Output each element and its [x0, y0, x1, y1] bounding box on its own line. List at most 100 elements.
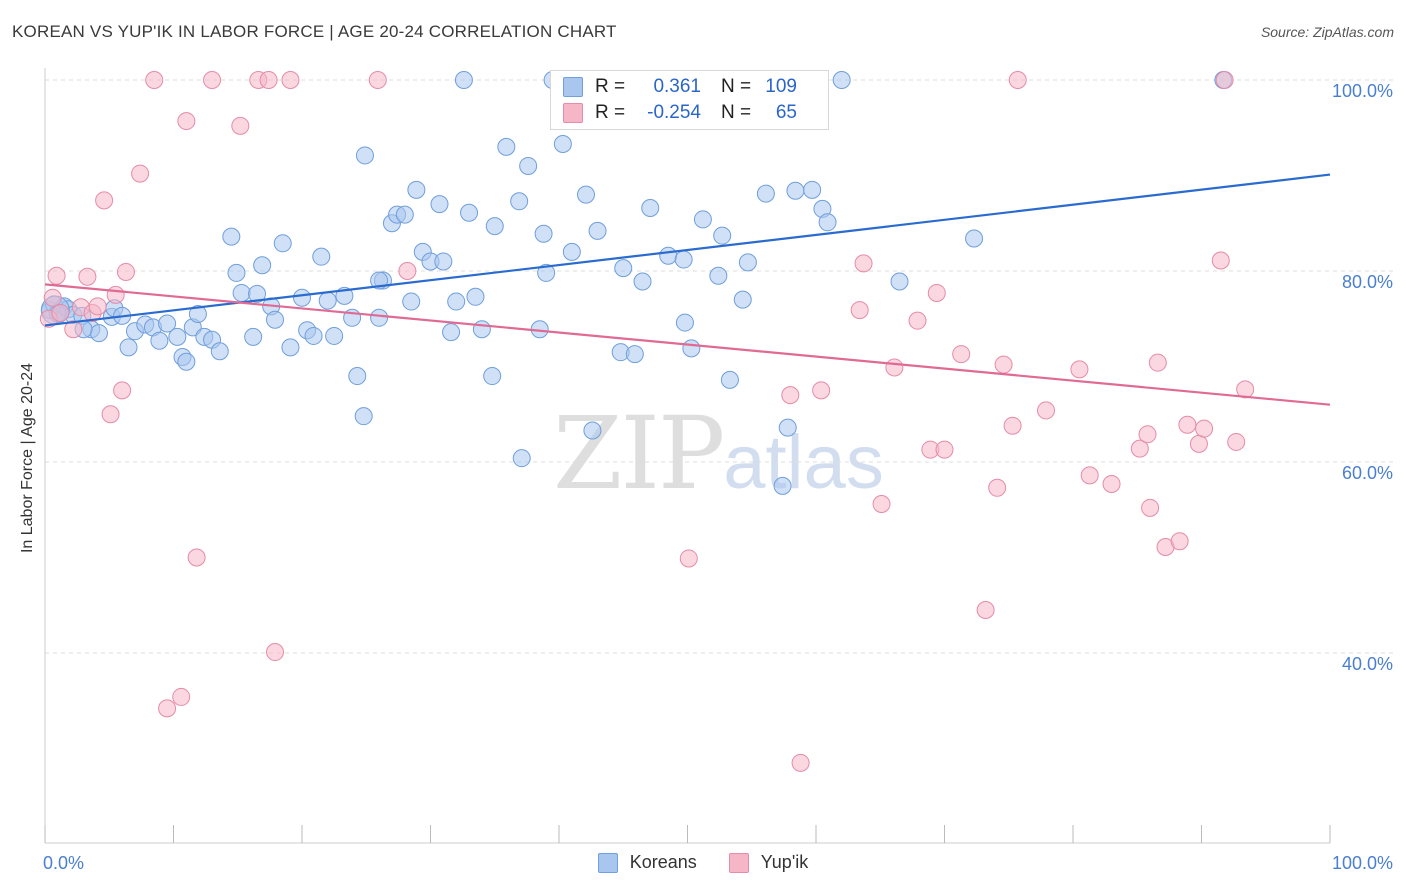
korean-point: [407, 180, 426, 199]
korean-point: [253, 256, 272, 275]
korean-point: [512, 449, 531, 468]
korean-point: [248, 284, 267, 303]
yupik-point: [812, 381, 831, 400]
korean-point: [682, 339, 701, 358]
korean-point: [434, 252, 453, 271]
yupik-point: [266, 643, 285, 662]
korean-point: [447, 292, 466, 311]
yupik-point: [368, 71, 387, 89]
korean-point: [720, 370, 739, 389]
trend-line-yupik: [44, 283, 1331, 406]
y-tick-label: 40.0%: [1342, 654, 1393, 674]
korean-point: [395, 205, 414, 224]
legend-n-label: N =: [721, 76, 752, 97]
yupik-point: [976, 601, 995, 620]
yupik-point: [51, 304, 70, 323]
x-tick-label: 100.0%: [1332, 853, 1393, 873]
yupik-point: [1211, 251, 1230, 270]
korean-point: [675, 313, 694, 332]
korean-point: [304, 326, 323, 345]
korean-point: [355, 146, 374, 165]
korean-point: [832, 71, 851, 89]
korean-point: [325, 326, 344, 345]
yupik-point: [113, 381, 132, 400]
korean-point: [562, 242, 581, 261]
legend-row-koreans: R = 0.361 N = 109: [563, 75, 797, 99]
korean-point: [614, 259, 633, 278]
korean-point: [674, 250, 693, 269]
legend-r-value: 0.361: [653, 76, 701, 97]
yupik-point: [187, 548, 206, 567]
yupik-point: [952, 345, 971, 364]
yupik-point: [872, 495, 891, 514]
korean-point: [370, 308, 389, 327]
yupik-point: [259, 71, 278, 89]
korean-point: [778, 418, 797, 437]
yupik-point: [1037, 401, 1056, 420]
korean-point: [965, 229, 984, 248]
stats-legend: R = 0.361 N = 109 R = -0.254 N = 65: [550, 70, 829, 130]
korean-point: [460, 203, 479, 222]
korean-point: [281, 338, 300, 357]
korean-point: [553, 134, 572, 153]
yupik-point: [927, 283, 946, 302]
korean-point: [625, 345, 644, 364]
yupik-point: [781, 386, 800, 405]
legend-label-koreans: Koreans: [629, 852, 697, 872]
korean-point: [150, 331, 169, 350]
axes: [44, 68, 1331, 844]
legend-r-label: R =: [595, 102, 626, 123]
x-tick-label: 0.0%: [43, 853, 84, 873]
korean-point: [485, 217, 504, 236]
korean-point: [312, 247, 331, 266]
korean-point: [483, 367, 502, 386]
yupik-point: [101, 405, 120, 424]
legend-n-value: 109: [765, 76, 797, 97]
korean-point: [803, 180, 822, 199]
yupik-point: [95, 191, 114, 210]
korean-point: [442, 323, 461, 342]
korean-point: [402, 292, 421, 311]
korean-point: [348, 367, 367, 386]
grid-lines: [45, 79, 1395, 654]
korean-point: [177, 352, 196, 371]
korean-point: [266, 310, 285, 329]
legend-row-yupik: R = -0.254 N = 65: [563, 101, 797, 125]
yupik-point: [1080, 466, 1099, 485]
yupik-point: [988, 478, 1007, 497]
korean-point: [576, 185, 595, 204]
korean-point: [633, 272, 652, 291]
series-yupik-points: [39, 71, 1255, 772]
yupik-point: [106, 285, 125, 304]
legend-n-value: 65: [775, 102, 797, 123]
yupik-point: [1227, 432, 1246, 451]
yupik-point: [177, 112, 196, 131]
korean-point: [786, 181, 805, 200]
korean-point: [641, 198, 660, 217]
chart-title: KOREAN VS YUP'IK IN LABOR FORCE | AGE 20…: [12, 22, 617, 41]
korean-point: [733, 290, 752, 309]
legend-r-label: R =: [595, 76, 626, 97]
korean-point: [519, 156, 538, 175]
legend-item-koreans: Koreans: [597, 852, 697, 873]
korean-point: [756, 184, 775, 203]
legend-n-label: N =: [721, 102, 752, 123]
yupik-point: [885, 358, 904, 377]
korean-point: [119, 338, 138, 357]
legend-swatch-koreans: [563, 77, 583, 97]
korean-point: [709, 266, 728, 285]
korean-point: [472, 320, 491, 339]
trend-line-koreans: [44, 173, 1331, 327]
korean-point: [318, 291, 337, 310]
yupik-point: [78, 267, 97, 286]
yupik-point: [1008, 71, 1027, 89]
yupik-point: [1189, 434, 1208, 453]
korean-point: [497, 137, 516, 156]
yupik-point: [1178, 415, 1197, 434]
series-koreans-points: [40, 71, 1233, 495]
yupik-point: [64, 320, 83, 339]
korean-point: [738, 253, 757, 272]
yupik-point: [994, 355, 1013, 374]
yupik-point: [1195, 419, 1214, 438]
tick-labels: 40.0% 60.0% 80.0% 100.0% 0.0% 100.0%: [43, 81, 1393, 873]
